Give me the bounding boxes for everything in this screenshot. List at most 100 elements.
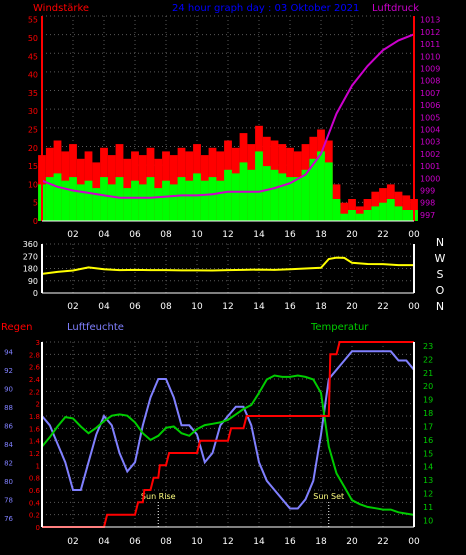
hour-tick-label: 12 — [222, 230, 233, 240]
average-wind-bar — [231, 173, 240, 221]
average-wind-bar — [193, 173, 201, 221]
y-tick-label: 0.2 — [29, 512, 40, 520]
y-tick-label: 10 — [423, 516, 433, 525]
y-tick-label: 180 — [23, 265, 38, 274]
y-tick-label: 0 — [36, 524, 40, 532]
average-wind-bar — [394, 206, 403, 221]
hour-tick-label: 08 — [160, 537, 172, 547]
y-tick-label: 1007 — [420, 89, 440, 98]
y-tick-label: 20 — [28, 144, 38, 153]
average-wind-bar — [293, 177, 302, 221]
y-tick-label: 1001 — [420, 162, 440, 171]
average-wind-bar — [84, 180, 93, 221]
y-tick-label: 1005 — [420, 113, 440, 122]
y-tick-label: 1003 — [420, 138, 440, 147]
average-wind-bar — [363, 210, 372, 221]
y-tick-label: 23 — [423, 342, 433, 351]
hour-tick-label: 02 — [67, 537, 78, 547]
average-wind-bar — [340, 213, 349, 221]
direction-axes — [41, 244, 415, 294]
y-tick-label: 20 — [423, 382, 433, 391]
average-wind-bar — [69, 177, 77, 221]
y-tick-label: 12 — [423, 489, 433, 498]
y-tick-label: 1.2 — [29, 450, 40, 458]
average-wind-bar — [53, 173, 62, 221]
hour-tick-label: 10 — [191, 230, 203, 240]
average-wind-bar — [286, 177, 294, 221]
y-tick-label: 22 — [423, 355, 433, 364]
rain-axes — [41, 342, 415, 528]
average-wind-bar — [216, 180, 225, 221]
average-wind-bar — [154, 188, 163, 221]
wind-pressure-chart: Windstärke 24 hour graph day : 03 Oktobe… — [28, 3, 441, 240]
y-tick-label: 2.8 — [29, 351, 40, 359]
y-tick-label: 45 — [28, 52, 38, 61]
hour-tick-label: 14 — [253, 302, 265, 312]
y-tick-label: 5 — [33, 199, 38, 208]
y-tick-label: 19 — [423, 396, 433, 405]
hour-tick-label: 08 — [160, 230, 172, 240]
y-tick-label: 2 — [36, 401, 40, 409]
y-tick-label: 0.6 — [29, 487, 41, 495]
average-wind-bar — [61, 180, 70, 221]
average-wind-bar — [324, 162, 333, 221]
average-wind-bar — [92, 188, 101, 221]
hour-tick-label: 06 — [129, 230, 141, 240]
average-wind-bar — [185, 180, 194, 221]
compass-label: O — [436, 284, 445, 297]
hour-tick-label: 20 — [346, 302, 358, 312]
pressure-ticks: 997 998 999 1000 1001 1002 1003 1004 1005 1006 100… — [420, 16, 440, 220]
y-tick-label: 15 — [423, 449, 433, 458]
direction-degree-ticks: 0 90 180 270 360 — [23, 240, 38, 298]
average-wind-bar — [386, 199, 395, 221]
temperature-ticks: 10 11 12 13 14 15 16 17 18 19 20 21 22 23 — [423, 342, 433, 525]
average-wind-bar — [309, 158, 318, 221]
y-tick-label: 1002 — [420, 150, 440, 159]
temperature-line — [41, 374, 415, 516]
sun-marker-label: Sun Set — [313, 492, 344, 501]
y-tick-label: 0 — [33, 289, 38, 298]
hour-tick-label: 22 — [377, 302, 388, 312]
wind-speed-axis-label: Windstärke — [33, 3, 89, 14]
average-wind-bar — [255, 151, 263, 221]
y-tick-label: 80 — [4, 478, 13, 486]
y-tick-label: 1006 — [420, 101, 440, 110]
y-tick-label: 0.8 — [29, 475, 40, 483]
y-tick-label: 1011 — [420, 40, 440, 49]
gust-bar — [340, 202, 349, 221]
y-tick-label: 998 — [420, 199, 435, 208]
average-wind-bar — [355, 213, 364, 221]
hour-tick-label: 18 — [315, 230, 327, 240]
direction-hour-ticks: 02 04 06 08 10 12 14 16 18 20 22 00 — [67, 302, 420, 312]
average-wind-bar — [162, 180, 170, 221]
y-tick-label: 2.4 — [29, 376, 41, 384]
average-wind-bar — [100, 177, 108, 221]
y-tick-label: 1010 — [420, 52, 440, 61]
average-wind-bar — [371, 206, 380, 221]
hour-tick-label: 04 — [98, 302, 110, 312]
hour-tick-label: 06 — [129, 537, 141, 547]
pressure-line — [41, 33, 415, 199]
average-wind-bar — [348, 210, 356, 221]
hour-tick-label: 22 — [377, 230, 388, 240]
y-tick-label: 11 — [423, 503, 433, 512]
wind-hour-ticks: 02 04 06 08 10 12 14 16 18 20 22 00 — [67, 230, 420, 240]
rain-ticks: 0 0.2 0.4 0.6 0.8 1 1.2 1.4 1.6 1.8 2 2.2 2.4 2.6 2.8 3 — [29, 339, 41, 532]
y-tick-label: 92 — [4, 367, 13, 375]
hour-tick-label: 12 — [222, 302, 233, 312]
y-tick-label: 1.4 — [29, 438, 41, 446]
humidity-axis-label: Luftfeuchte — [67, 322, 124, 333]
y-tick-label: 90 — [28, 277, 38, 286]
y-tick-label: 76 — [4, 515, 13, 523]
y-tick-label: 35 — [28, 89, 38, 98]
average-wind-bar — [208, 177, 217, 221]
sun-annotations: Sun Rise Sun Set — [141, 492, 344, 527]
y-tick-label: 0.4 — [29, 499, 41, 507]
compass-label: W — [435, 252, 446, 265]
average-wind-bar — [138, 184, 147, 221]
average-wind-bar — [123, 188, 132, 221]
average-wind-bar — [45, 177, 54, 221]
rain-hour-ticks: 02 04 06 08 10 12 14 16 18 20 22 00 — [67, 537, 420, 547]
hour-tick-label: 10 — [191, 537, 203, 547]
